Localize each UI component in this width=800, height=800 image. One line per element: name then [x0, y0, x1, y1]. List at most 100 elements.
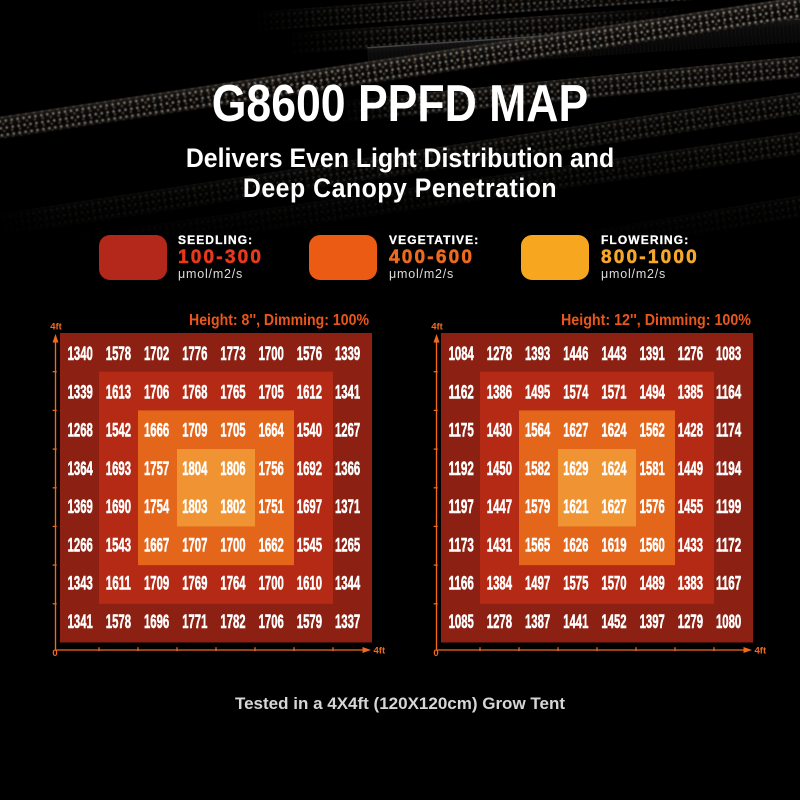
- svg-text:1278: 1278: [487, 611, 512, 633]
- svg-text:1666: 1666: [144, 420, 169, 442]
- svg-text:1629: 1629: [563, 458, 588, 480]
- svg-text:1574: 1574: [563, 381, 588, 403]
- svg-text:1371: 1371: [335, 496, 360, 518]
- svg-text:Height: 12'', Dimming: 100%: Height: 12'', Dimming: 100%: [561, 312, 751, 329]
- svg-text:1693: 1693: [106, 458, 131, 480]
- svg-text:1341: 1341: [335, 381, 360, 403]
- svg-text:1162: 1162: [449, 381, 474, 403]
- svg-text:1578: 1578: [106, 611, 131, 633]
- svg-text:4ft: 4ft: [431, 322, 443, 333]
- svg-text:1692: 1692: [297, 458, 322, 480]
- svg-text:1709: 1709: [182, 420, 207, 442]
- svg-text:1707: 1707: [182, 534, 207, 556]
- svg-text:0: 0: [52, 648, 57, 659]
- svg-text:1337: 1337: [335, 611, 360, 633]
- svg-text:1386: 1386: [487, 381, 512, 403]
- svg-text:1164: 1164: [716, 381, 741, 403]
- svg-text:1756: 1756: [259, 458, 284, 480]
- svg-text:1441: 1441: [563, 611, 588, 633]
- svg-text:1706: 1706: [144, 381, 169, 403]
- svg-text:1366: 1366: [335, 458, 360, 480]
- svg-text:1542: 1542: [106, 420, 131, 442]
- svg-text:1776: 1776: [182, 343, 207, 365]
- svg-text:1705: 1705: [259, 381, 284, 403]
- svg-text:1576: 1576: [297, 343, 322, 365]
- svg-text:1339: 1339: [335, 343, 360, 365]
- svg-text:1174: 1174: [716, 420, 741, 442]
- svg-text:1773: 1773: [220, 343, 245, 365]
- svg-text:1175: 1175: [449, 420, 474, 442]
- svg-text:0: 0: [433, 648, 438, 659]
- svg-text:1455: 1455: [678, 496, 703, 518]
- svg-text:1624: 1624: [601, 420, 626, 442]
- svg-text:1619: 1619: [601, 534, 626, 556]
- svg-text:1278: 1278: [487, 343, 512, 365]
- svg-text:1611: 1611: [106, 573, 131, 595]
- svg-text:1768: 1768: [182, 381, 207, 403]
- svg-text:1769: 1769: [182, 573, 207, 595]
- svg-text:1575: 1575: [563, 573, 588, 595]
- svg-text:1621: 1621: [563, 496, 588, 518]
- svg-text:1085: 1085: [449, 611, 474, 633]
- svg-text:1268: 1268: [68, 420, 93, 442]
- svg-text:Height: 8'', Dimming: 100%: Height: 8'', Dimming: 100%: [189, 312, 369, 329]
- svg-text:1667: 1667: [144, 534, 169, 556]
- svg-text:1664: 1664: [259, 420, 284, 442]
- svg-text:1266: 1266: [68, 534, 93, 556]
- svg-text:1782: 1782: [220, 611, 245, 633]
- svg-text:1391: 1391: [640, 343, 665, 365]
- svg-text:1757: 1757: [144, 458, 169, 480]
- svg-text:1443: 1443: [601, 343, 626, 365]
- svg-text:1700: 1700: [259, 343, 284, 365]
- svg-text:1267: 1267: [335, 420, 360, 442]
- svg-text:1764: 1764: [220, 573, 245, 595]
- svg-text:4ft: 4ft: [50, 322, 62, 333]
- svg-text:1771: 1771: [182, 611, 207, 633]
- svg-text:1802: 1802: [220, 496, 245, 518]
- svg-text:1627: 1627: [601, 496, 626, 518]
- svg-text:1705: 1705: [220, 420, 245, 442]
- svg-text:1447: 1447: [487, 496, 512, 518]
- svg-text:1562: 1562: [640, 420, 665, 442]
- svg-text:1613: 1613: [106, 381, 131, 403]
- svg-text:1383: 1383: [678, 573, 703, 595]
- svg-text:1612: 1612: [297, 381, 322, 403]
- svg-text:1433: 1433: [678, 534, 703, 556]
- svg-text:1080: 1080: [716, 611, 741, 633]
- svg-text:1083: 1083: [716, 343, 741, 365]
- svg-text:1446: 1446: [563, 343, 588, 365]
- svg-text:1627: 1627: [563, 420, 588, 442]
- svg-text:1624: 1624: [601, 458, 626, 480]
- svg-text:1167: 1167: [716, 573, 741, 595]
- svg-text:1431: 1431: [487, 534, 512, 556]
- svg-text:1192: 1192: [449, 458, 474, 480]
- svg-text:1279: 1279: [678, 611, 703, 633]
- svg-text:1706: 1706: [259, 611, 284, 633]
- svg-text:1384: 1384: [487, 573, 512, 595]
- svg-text:1495: 1495: [525, 381, 550, 403]
- svg-text:1581: 1581: [640, 458, 665, 480]
- svg-text:1397: 1397: [640, 611, 665, 633]
- svg-text:1579: 1579: [525, 496, 550, 518]
- svg-text:1700: 1700: [220, 534, 245, 556]
- svg-text:1565: 1565: [525, 534, 550, 556]
- svg-text:1364: 1364: [68, 458, 93, 480]
- svg-text:1430: 1430: [487, 420, 512, 442]
- svg-text:1339: 1339: [68, 381, 93, 403]
- svg-text:1489: 1489: [640, 573, 665, 595]
- svg-text:1166: 1166: [449, 573, 474, 595]
- svg-text:1545: 1545: [297, 534, 322, 556]
- svg-text:1806: 1806: [220, 458, 245, 480]
- svg-text:1197: 1197: [449, 496, 474, 518]
- svg-text:4ft: 4ft: [755, 646, 767, 657]
- svg-text:1543: 1543: [106, 534, 131, 556]
- svg-text:1172: 1172: [716, 534, 741, 556]
- svg-text:1709: 1709: [144, 573, 169, 595]
- svg-text:1428: 1428: [678, 420, 703, 442]
- svg-text:1803: 1803: [182, 496, 207, 518]
- svg-text:1804: 1804: [182, 458, 207, 480]
- svg-text:1697: 1697: [297, 496, 322, 518]
- svg-text:1199: 1199: [716, 496, 741, 518]
- svg-text:1341: 1341: [68, 611, 93, 633]
- svg-text:1385: 1385: [678, 381, 703, 403]
